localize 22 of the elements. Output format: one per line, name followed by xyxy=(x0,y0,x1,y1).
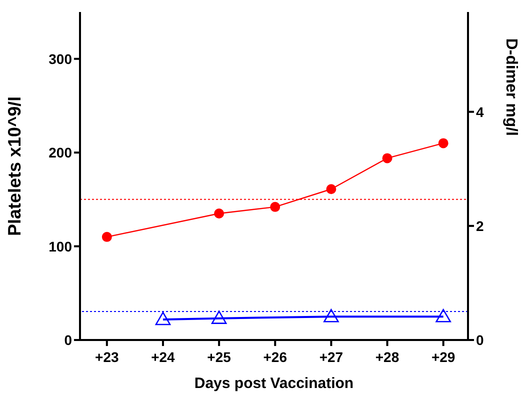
x-tick-label: +25 xyxy=(207,348,232,365)
y2-tick-label: 4 xyxy=(476,104,484,120)
x-axis-title: Days post Vaccination xyxy=(194,375,354,392)
point xyxy=(326,184,336,194)
point xyxy=(102,232,112,242)
y2-tick-label: 2 xyxy=(476,218,484,234)
y-tick-label: 100 xyxy=(48,238,72,254)
y-tick-label: 0 xyxy=(64,332,72,348)
x-tick-label: +26 xyxy=(263,348,288,365)
y-tick-label: 200 xyxy=(48,144,72,161)
y2-axis-title: D-dimer mg/l xyxy=(502,38,520,136)
x-tick-label: +28 xyxy=(375,348,400,365)
x-tick-label: +23 xyxy=(95,348,119,365)
point xyxy=(270,202,280,212)
point xyxy=(382,153,392,164)
x-tick-label: +29 xyxy=(431,348,456,365)
x-tick-label: +24 xyxy=(151,348,176,365)
point xyxy=(214,208,224,218)
x-tick-label: +27 xyxy=(319,348,344,365)
y-tick-label: 300 xyxy=(48,50,72,67)
point xyxy=(438,138,448,148)
y2-tick-label: 0 xyxy=(476,332,484,348)
